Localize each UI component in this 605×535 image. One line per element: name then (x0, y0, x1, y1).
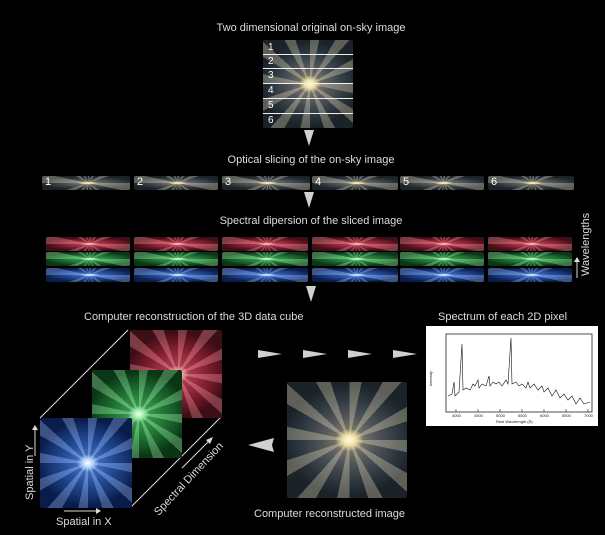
spectrum-line (447, 337, 591, 405)
slice-line-3 (263, 83, 353, 84)
spectral-dimension-arrow-icon (181, 437, 213, 469)
left-pointer-arrow (248, 438, 274, 452)
slice-strip-5: 5 (400, 176, 484, 190)
reconstruction-label: Computer reconstruction of the 3D data c… (84, 311, 304, 323)
slice-number-3: 3 (268, 70, 274, 81)
reconstructed-label: Computer reconstructed image (254, 508, 406, 520)
top-title: Two dimensional original on-sky image (216, 22, 406, 34)
slice-number-1: 1 (268, 42, 274, 53)
down-arrow-2 (304, 192, 314, 208)
dispersed-strip-green-1 (46, 252, 130, 266)
right-arrow-3 (348, 350, 372, 358)
dispersed-strip-blue-5 (400, 268, 484, 282)
dispersed-strip-green-2 (134, 252, 218, 266)
spectrum-xlabel: Rest Wavelength (Å) (496, 419, 533, 424)
slice-strip-6: 6 (488, 176, 574, 190)
spectrum-xtick-label: 6500 (562, 413, 572, 418)
slice-number-5: 5 (268, 100, 274, 111)
right-arrow-2 (303, 350, 327, 358)
dispersed-strip-red-2 (134, 237, 218, 251)
reconstructed-image (287, 382, 407, 498)
spectrum-xtick-label: 4500 (474, 413, 484, 418)
slice-line-5 (263, 113, 353, 114)
spectrum-xtick-label: 7000 (584, 413, 594, 418)
dispersed-strip-blue-6 (488, 268, 572, 282)
slice-strip-4: 4 (312, 176, 398, 190)
spectrum-xtick-label: 6000 (540, 413, 550, 418)
slice-strip-1: 1 (42, 176, 130, 190)
dispersed-strip-blue-2 (134, 268, 218, 282)
dispersed-strip-green-4 (312, 252, 398, 266)
dispersed-strip-blue-3 (222, 268, 308, 282)
cube-blue-layer (40, 418, 132, 508)
dispersed-strip-red-1 (46, 237, 130, 251)
dispersed-strip-blue-4 (312, 268, 398, 282)
spectrum-ylabel: Intensity (428, 371, 433, 386)
spatial-y-arrow-icon (32, 425, 38, 456)
wavelength-arrow-icon (574, 257, 580, 278)
slice-number-4: 4 (268, 85, 274, 96)
spectrum-xtick-label: 5000 (496, 413, 506, 418)
dispersed-strip-green-5 (400, 252, 484, 266)
dispersed-strip-green-6 (488, 252, 572, 266)
slicing-label: Optical slicing of the on-sky image (227, 154, 395, 166)
dispersion-label: Spectral dipersion of the sliced image (219, 215, 403, 227)
dispersed-strip-blue-1 (46, 268, 130, 282)
spatial-x-label: Spatial in X (56, 516, 112, 528)
down-arrow-3 (306, 286, 316, 302)
slice-number-6: 6 (268, 115, 274, 126)
dispersed-strip-red-5 (400, 237, 484, 251)
dispersed-strip-red-3 (222, 237, 308, 251)
slice-line-2 (263, 68, 353, 69)
spectrum-xtick-label: 5500 (518, 413, 528, 418)
slice-strip-3: 3 (222, 176, 310, 190)
right-arrow-4 (393, 350, 417, 358)
right-arrow-1 (258, 350, 282, 358)
slice-line-1 (263, 54, 353, 55)
dispersed-strip-red-4 (312, 237, 398, 251)
spectrum-panel: Intensity Rest Wavelength (Å) 4000 4500 50… (426, 326, 598, 426)
dispersed-strip-red-6 (488, 237, 572, 251)
slice-number-2: 2 (268, 56, 274, 67)
slice-strip-2: 2 (134, 176, 218, 190)
spectrum-xtick-label: 4000 (452, 413, 462, 418)
slice-line-4 (263, 98, 353, 99)
down-arrow-1 (304, 130, 314, 146)
spatial-x-arrow-icon (64, 508, 101, 514)
spectrum-label: Spectrum of each 2D pixel (438, 311, 568, 323)
on-sky-image: 1 2 3 4 5 6 (263, 40, 353, 128)
dispersed-strip-green-3 (222, 252, 308, 266)
